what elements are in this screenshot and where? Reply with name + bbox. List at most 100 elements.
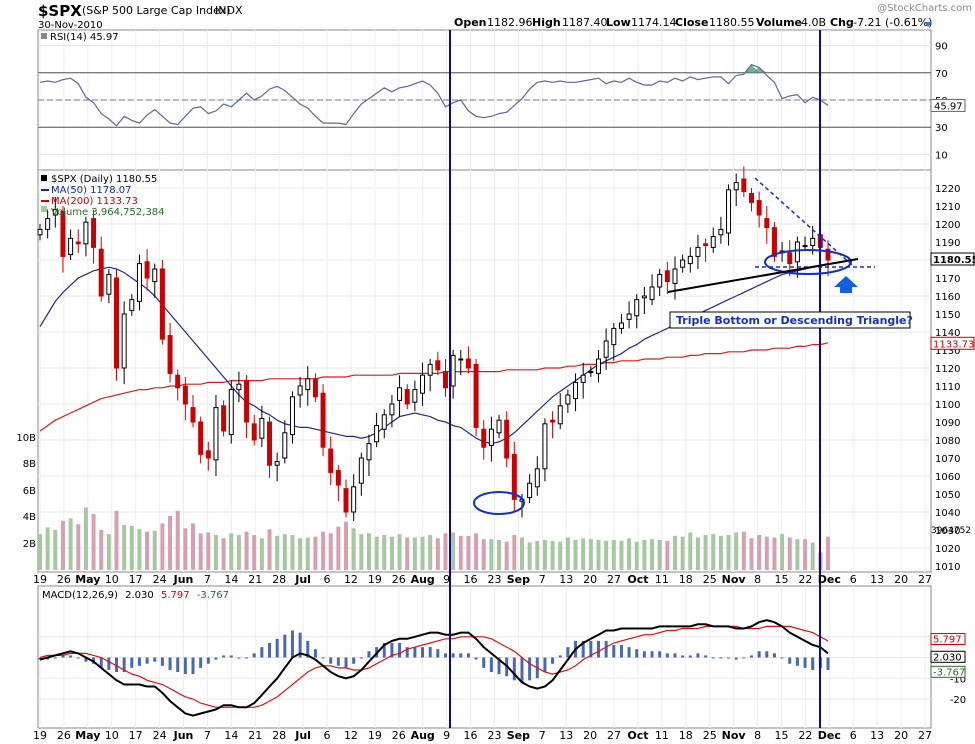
volume-bar <box>726 535 731 570</box>
candle-body <box>198 421 204 455</box>
volume-bar <box>114 510 119 570</box>
x-tick-label: 6 <box>850 729 857 742</box>
macd-histogram-bar <box>451 653 455 658</box>
x-tick-label: 15 <box>774 729 788 742</box>
x-tick-label: 23 <box>487 729 501 742</box>
macd-histogram-bar <box>650 651 654 658</box>
x-tick-label: 19 <box>33 729 47 742</box>
x-tick-label: 18 <box>679 729 693 742</box>
volume-bar <box>757 535 762 570</box>
macd-histogram-bar <box>627 647 631 658</box>
macd-histogram-bar <box>589 640 593 658</box>
volume-bar <box>665 540 670 570</box>
macd-histogram-bar <box>306 640 310 658</box>
macd-histogram-bar <box>658 651 662 658</box>
volume-bar <box>382 535 387 570</box>
price-tick-label: 1050 <box>935 490 960 501</box>
x-tick-label: 19 <box>33 573 47 586</box>
volume-bar <box>229 533 234 570</box>
macd-value-2: 5.797 <box>161 590 190 601</box>
candle-body <box>213 407 219 461</box>
macd-histogram-bar <box>222 655 226 658</box>
x-tick-label: 6 <box>324 729 331 742</box>
price-tick-label: 1060 <box>935 472 960 483</box>
candle-body <box>810 237 816 247</box>
candle-body <box>748 192 754 203</box>
candle-body <box>121 313 127 369</box>
x-tick-label: 20 <box>894 573 908 586</box>
candle-body <box>794 241 800 263</box>
volume-bar <box>321 531 326 570</box>
candle-body <box>420 374 426 394</box>
volume-y-axis: 10B 8B 6B 4B 2B <box>16 433 36 550</box>
x-tick-label: May <box>75 729 100 742</box>
macd-signal-line <box>39 625 829 708</box>
price-tick-label: 1170 <box>935 274 960 285</box>
macd-histogram-bar <box>803 657 807 668</box>
x-tick-label: 12 <box>344 573 358 586</box>
macd-histogram-bar <box>765 651 769 658</box>
macd-histogram-bar <box>642 651 646 658</box>
rsi-tick-label: 30 <box>935 123 948 134</box>
volume-bar <box>160 523 165 570</box>
x-tick-label: 22 <box>798 729 812 742</box>
volume-bar <box>803 539 808 570</box>
rsi-y-axis: 907050301045.97 <box>930 42 966 161</box>
macd-value-tag-box <box>930 650 966 663</box>
candle-body <box>358 457 364 484</box>
x-tick-label: 7 <box>204 573 211 586</box>
price-tick-label: 1030 <box>935 526 960 537</box>
macd-histogram-bar <box>283 634 287 658</box>
candle-body <box>45 218 51 230</box>
volume-bar <box>458 535 463 570</box>
candle-body <box>412 389 418 403</box>
price-tick-label: 1080 <box>935 436 960 447</box>
x-tick-label: 9 <box>443 573 450 586</box>
volume-bar <box>550 540 555 570</box>
macd-histogram-bar <box>688 655 692 658</box>
annotation-box <box>669 311 911 329</box>
price-tick-label: 1200 <box>935 220 960 231</box>
candle-body <box>129 299 135 311</box>
chevron-down-icon[interactable] <box>924 22 932 27</box>
macd-histogram-bar <box>145 657 149 664</box>
ma200-tag-box <box>930 336 975 350</box>
candle-body <box>144 261 150 279</box>
price-tick-label: 1120 <box>935 364 960 375</box>
macd-histogram-bar <box>130 657 134 668</box>
x-tick-label: 9 <box>443 729 450 742</box>
candle-body <box>267 421 273 466</box>
volume-bar <box>695 537 700 570</box>
candle-body <box>595 358 601 374</box>
macd-histogram-bar <box>466 653 470 658</box>
volume-bar <box>198 533 203 570</box>
candle-body <box>427 363 433 376</box>
candle-body <box>37 228 43 236</box>
macd-histogram-bar <box>780 657 784 659</box>
volume-bar <box>680 536 685 570</box>
macd-histogram-bar <box>681 655 685 658</box>
candle-body <box>182 385 188 405</box>
x-tick-label: 27 <box>918 729 932 742</box>
macd-histogram-bar <box>489 657 493 673</box>
candle-body <box>236 383 242 391</box>
macd-histogram-bar <box>367 651 371 658</box>
x-tick-label: 13 <box>559 573 573 586</box>
macd-histogram-bar <box>176 657 180 673</box>
macd-value-tag: 5.797 <box>933 634 962 645</box>
x-tick-label: Dec <box>818 729 841 742</box>
candle-body <box>741 178 747 193</box>
macd-histogram-bar <box>795 657 799 666</box>
triangle-circle <box>764 249 852 275</box>
volume-bar <box>780 534 785 570</box>
volume-bar <box>734 532 739 570</box>
macd-histogram-bar <box>160 657 164 666</box>
candle-body <box>718 228 724 236</box>
macd-histogram-bar <box>245 657 249 659</box>
macd-histogram-bar <box>772 653 776 658</box>
candle-body <box>98 248 104 297</box>
x-tick-label: Jun <box>173 729 194 742</box>
volume-bar <box>581 538 586 570</box>
legend-entry: MA(200) 1133.73 <box>51 196 138 207</box>
